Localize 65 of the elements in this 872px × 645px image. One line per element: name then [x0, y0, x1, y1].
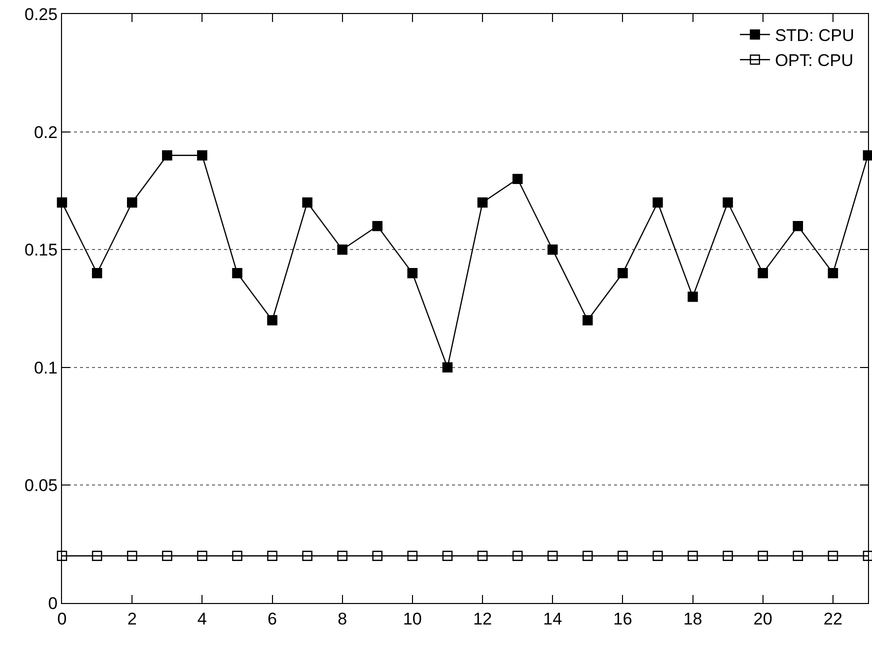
point: [162, 150, 172, 160]
point: [862, 550, 872, 561]
point: [688, 550, 698, 561]
point: [232, 268, 242, 278]
point: [442, 550, 453, 561]
x-tick-label: 10: [402, 609, 422, 628]
point: [477, 197, 488, 208]
point: [582, 315, 593, 326]
point: [652, 550, 663, 561]
point: [372, 220, 382, 232]
x-tick-label: 12: [473, 609, 492, 628]
point: [758, 550, 768, 561]
point: [92, 550, 102, 561]
point: [442, 362, 453, 372]
point: [197, 150, 208, 160]
x-tick-label: 6: [268, 609, 277, 628]
point: [92, 268, 102, 278]
point: [267, 550, 278, 561]
point: [477, 550, 488, 561]
point: [722, 550, 733, 561]
y-tick-label: 0.2: [34, 122, 58, 142]
y-tick-label: 0.1: [34, 358, 58, 378]
point: [197, 550, 208, 561]
y-tick-label: 0.25: [24, 4, 58, 24]
x-tick-label: 8: [338, 609, 348, 628]
point: [407, 550, 418, 561]
y-tick-label: 0.05: [24, 476, 58, 496]
point: [512, 550, 523, 561]
legend-label: STD: CPU: [774, 26, 854, 46]
point: [652, 197, 663, 208]
point: [302, 197, 312, 208]
point: [302, 550, 312, 561]
point: [372, 550, 382, 561]
point: [688, 292, 698, 302]
point: [56, 550, 68, 561]
x-tick-label: 4: [197, 609, 207, 628]
point: [267, 315, 278, 326]
point: [126, 197, 138, 208]
x-tick-label: 16: [613, 609, 632, 628]
x-tick-label: 18: [683, 609, 702, 628]
x-tick-label: 2: [127, 609, 137, 628]
point: [792, 550, 804, 561]
point: [828, 268, 838, 278]
point: [792, 220, 804, 232]
x-tick-label: 22: [824, 609, 842, 628]
point: [512, 174, 523, 184]
point: [548, 550, 558, 561]
point: [722, 197, 733, 208]
point: [618, 550, 628, 561]
point: [126, 550, 138, 561]
point: [232, 550, 242, 561]
point: [548, 244, 558, 255]
x-tick-label: 14: [543, 609, 562, 628]
legend-label: OPT: CPU: [774, 51, 854, 70]
point: [162, 550, 172, 561]
x-tick-label: 20: [753, 609, 772, 628]
point: [337, 550, 348, 561]
point: [618, 268, 628, 278]
y-tick-label: 0.15: [24, 240, 58, 260]
point: [758, 268, 768, 278]
point: [407, 268, 418, 278]
point: [337, 244, 348, 255]
y-tick-label: 0: [48, 594, 58, 613]
point: [828, 550, 838, 561]
point: [582, 550, 593, 561]
